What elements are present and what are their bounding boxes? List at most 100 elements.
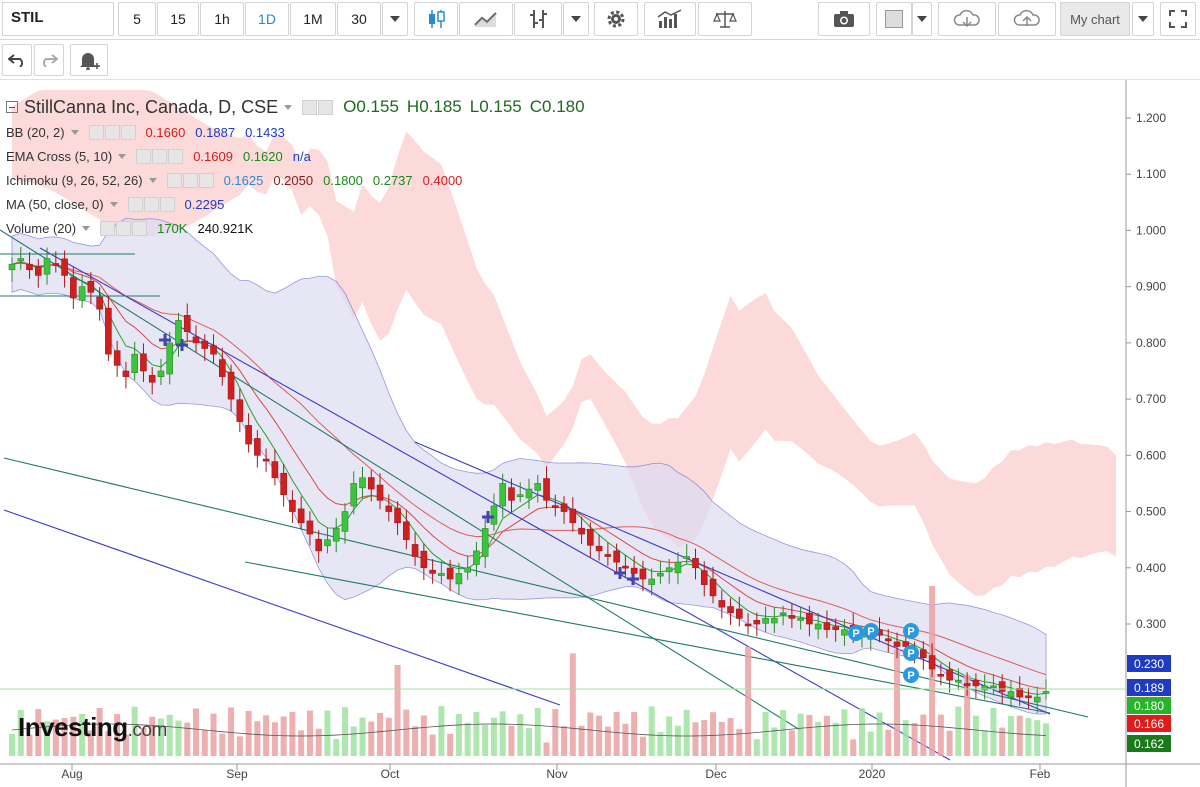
candle-body[interactable]: [955, 679, 962, 683]
compare-button[interactable]: [698, 2, 752, 36]
candle-body[interactable]: [490, 505, 498, 525]
chevron-down-icon[interactable]: [284, 104, 293, 110]
candle-body[interactable]: [359, 477, 366, 489]
candle-body[interactable]: [315, 538, 322, 552]
candle-body[interactable]: [87, 280, 95, 293]
eye-icon[interactable]: [136, 148, 152, 164]
candle-body[interactable]: [841, 629, 848, 636]
candle-body[interactable]: [411, 544, 419, 557]
candle-body[interactable]: [622, 565, 629, 569]
candle-body[interactable]: [832, 626, 839, 630]
candle-body[interactable]: [105, 307, 112, 355]
candle-body[interactable]: [113, 350, 121, 366]
trend-line[interactable]: [244, 561, 1051, 714]
candle-body[interactable]: [78, 286, 86, 301]
candle-body[interactable]: [394, 507, 401, 524]
candle-body[interactable]: [367, 477, 375, 490]
interval-1h[interactable]: 1h: [200, 2, 244, 36]
interval-1d[interactable]: 1D: [245, 2, 289, 36]
candle-body[interactable]: [727, 606, 734, 614]
trend-line[interactable]: [39, 247, 951, 761]
indicator-name[interactable]: BB (20, 2): [6, 124, 65, 140]
candle-body[interactable]: [806, 612, 813, 625]
indicator-controls[interactable]: [100, 220, 148, 236]
candle-body[interactable]: [560, 503, 568, 512]
candle-body[interactable]: [254, 438, 261, 456]
close-icon[interactable]: [159, 196, 175, 212]
candle-body[interactable]: [884, 638, 892, 642]
candle-body[interactable]: [332, 528, 340, 542]
candle-body[interactable]: [981, 685, 988, 691]
p-marker[interactable]: [903, 645, 919, 661]
candle-body[interactable]: [157, 370, 165, 378]
collapse-icon[interactable]: [6, 101, 18, 113]
interval-15[interactable]: 15: [157, 2, 199, 36]
candle-body[interactable]: [657, 573, 664, 577]
save-chart-button[interactable]: [998, 2, 1056, 36]
indicator-controls[interactable]: [88, 124, 136, 140]
candle-body[interactable]: [814, 623, 822, 630]
candle-body[interactable]: [289, 499, 296, 512]
p-marker[interactable]: [903, 623, 919, 639]
chart-type-dropdown[interactable]: [563, 2, 589, 36]
candle-body[interactable]: [893, 641, 901, 647]
candle-body[interactable]: [516, 494, 524, 497]
price-chart[interactable]: P P P P P 1.200 1.100 1.000 0.900 0.800 0.700 0.600…: [0, 80, 1200, 787]
candle-body[interactable]: [771, 618, 778, 624]
bar-type-button[interactable]: [514, 2, 562, 36]
candle-body[interactable]: [604, 554, 612, 557]
candle-body[interactable]: [148, 375, 156, 383]
interval-30[interactable]: 30: [337, 2, 381, 36]
candle-body[interactable]: [534, 483, 542, 491]
candle-body[interactable]: [920, 649, 927, 659]
undo-button[interactable]: [2, 44, 32, 76]
candle-body[interactable]: [403, 521, 410, 540]
candle-body[interactable]: [499, 483, 507, 507]
candle-body[interactable]: [937, 674, 945, 677]
candle-body[interactable]: [245, 425, 252, 445]
p-marker[interactable]: [903, 667, 919, 683]
indicator-name[interactable]: Ichimoku (9, 26, 52, 26): [6, 172, 143, 188]
interval-5[interactable]: 5: [118, 2, 156, 36]
chevron-down-icon[interactable]: [148, 177, 157, 183]
gear-icon[interactable]: [143, 196, 159, 212]
candle-body[interactable]: [753, 619, 761, 625]
candle-body[interactable]: [998, 681, 1006, 692]
candle-body[interactable]: [736, 608, 743, 619]
gear-icon[interactable]: [152, 148, 168, 164]
interval-dropdown[interactable]: [382, 2, 408, 36]
candle-body[interactable]: [280, 472, 287, 495]
indicator-name[interactable]: EMA Cross (5, 10): [6, 148, 113, 164]
alert-button[interactable]: [70, 44, 108, 76]
candle-body[interactable]: [578, 527, 585, 535]
candle-body[interactable]: [219, 359, 226, 377]
candle-body[interactable]: [473, 550, 480, 565]
candle-body[interactable]: [271, 461, 279, 479]
candle-body[interactable]: [183, 315, 191, 332]
candle-body[interactable]: [551, 505, 559, 508]
candle-body[interactable]: [665, 567, 673, 573]
candle-body[interactable]: [96, 296, 103, 310]
candle-body[interactable]: [595, 545, 603, 552]
candle-body[interactable]: [131, 353, 138, 373]
candle-body[interactable]: [464, 567, 471, 573]
indicator-controls[interactable]: [127, 196, 175, 212]
candle-body[interactable]: [297, 508, 305, 524]
chevron-down-icon[interactable]: [70, 129, 79, 135]
candle-body[interactable]: [990, 685, 997, 689]
candle-body[interactable]: [569, 508, 577, 524]
line-chart-button[interactable]: [459, 2, 513, 36]
candle-body[interactable]: [718, 600, 726, 608]
trend-line[interactable]: [3, 509, 561, 706]
candle-body[interactable]: [1025, 695, 1032, 699]
candle-body[interactable]: [613, 550, 620, 563]
candle-body[interactable]: [1016, 687, 1024, 698]
candle-body[interactable]: [350, 483, 358, 507]
my-chart-button[interactable]: My chart: [1060, 2, 1130, 36]
candle-body[interactable]: [648, 578, 655, 585]
indicators-button[interactable]: [644, 2, 696, 36]
candle-body[interactable]: [324, 539, 331, 547]
candle-body[interactable]: [43, 258, 51, 275]
gear-icon[interactable]: [104, 124, 120, 140]
candle-body[interactable]: [70, 277, 77, 299]
